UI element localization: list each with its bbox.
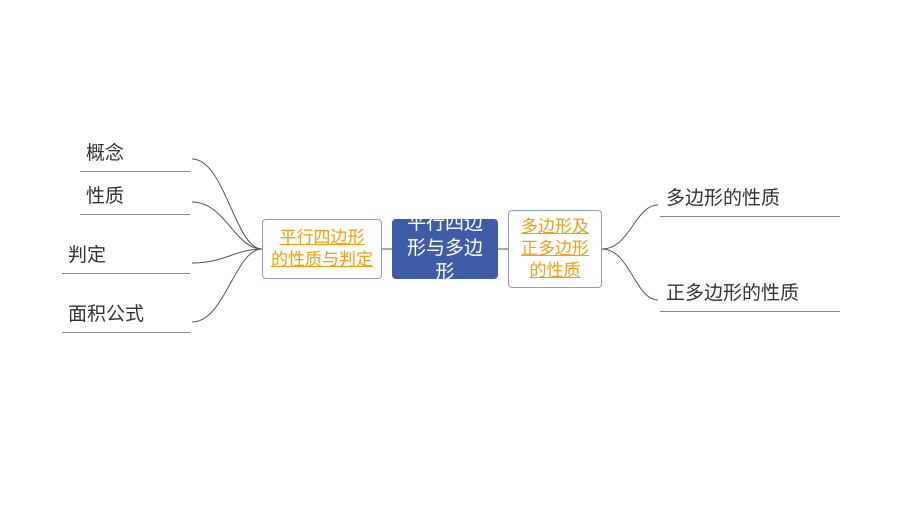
leaf-property: 性质 (80, 183, 190, 215)
leaf-label: 概念 (86, 142, 124, 167)
right-branch-label: 多边形及正多边形的性质 (521, 216, 589, 282)
leaf-label: 正多边形的性质 (666, 282, 799, 307)
leaf-label: 性质 (86, 185, 124, 210)
leaf-area-formula: 面积公式 (62, 301, 190, 333)
leaf-judgment: 判定 (62, 242, 190, 274)
left-branch-label: 平行四边形的性质与判定 (271, 227, 373, 271)
leaf-label: 面积公式 (68, 303, 144, 328)
left-branch-node[interactable]: 平行四边形的性质与判定 (262, 219, 382, 279)
right-branch-node[interactable]: 多边形及正多边形的性质 (508, 210, 602, 288)
leaf-concept: 概念 (80, 140, 190, 172)
leaf-label: 判定 (68, 244, 106, 269)
leaf-label: 多边形的性质 (666, 187, 780, 212)
center-node-label: 平行四边形与多边形 (402, 212, 488, 286)
leaf-polygon-property: 多边形的性质 (660, 185, 840, 217)
center-node: 平行四边形与多边形 (392, 219, 498, 279)
leaf-regular-polygon-property: 正多边形的性质 (660, 280, 840, 312)
